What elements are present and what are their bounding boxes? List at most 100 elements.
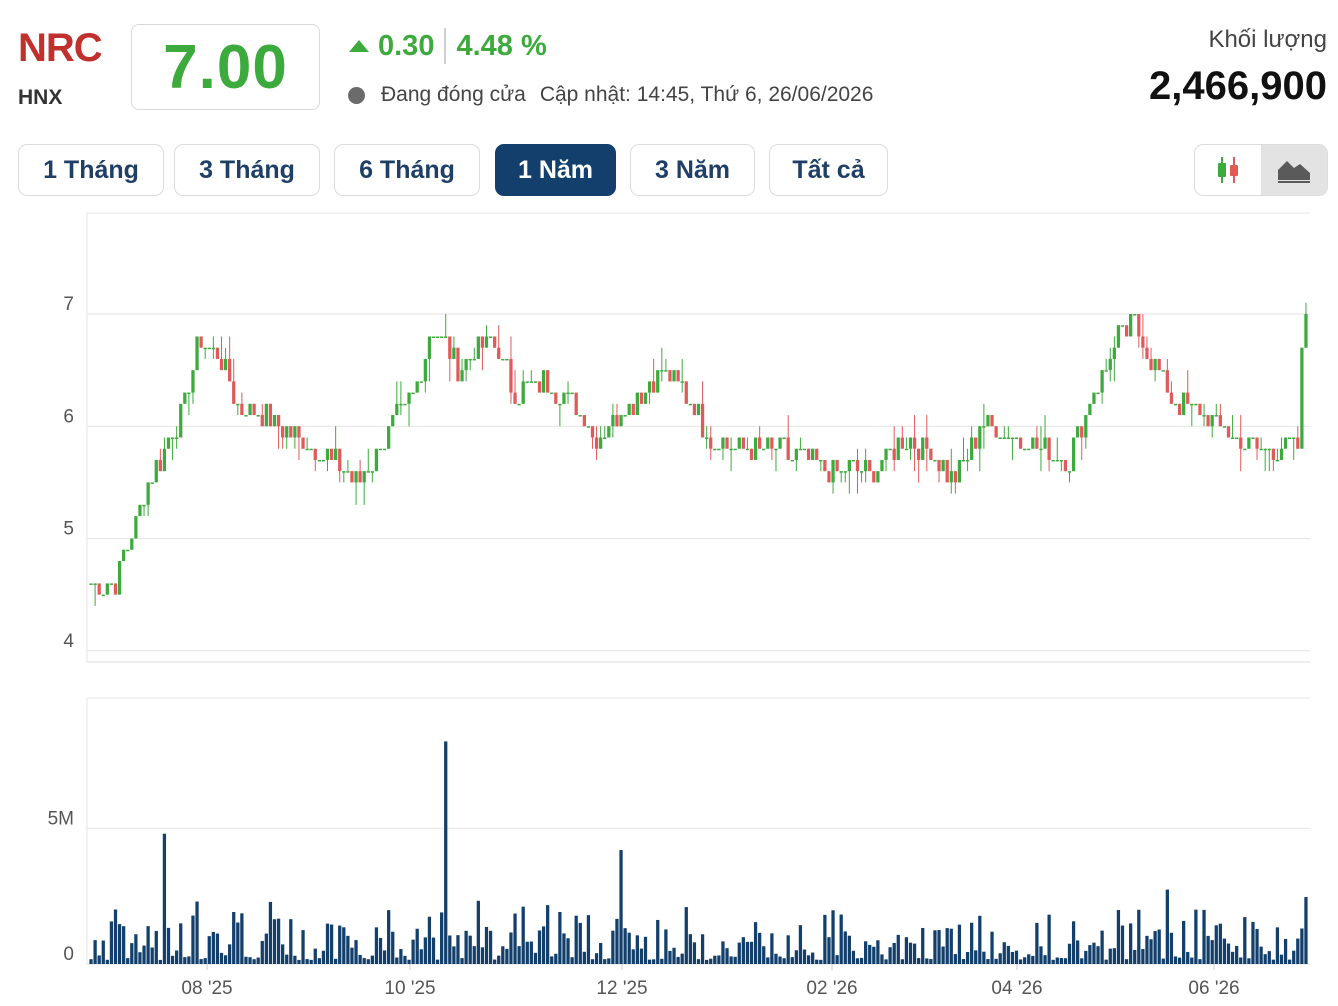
- candle-body: [758, 437, 762, 449]
- candle-body: [1288, 437, 1292, 439]
- volume-bar: [350, 947, 354, 964]
- tab-6-months[interactable]: 6 Tháng: [334, 144, 480, 196]
- candle-body: [957, 459, 962, 483]
- volume-bar: [957, 924, 962, 964]
- area-chart-icon: [1278, 161, 1310, 183]
- volume-bar: [965, 952, 970, 964]
- volume-bar: [395, 957, 399, 964]
- volume-bar: [835, 955, 839, 964]
- volume-bar: [774, 953, 778, 964]
- volume-bar: [1080, 958, 1084, 964]
- volume-bar: [537, 930, 542, 964]
- volume-bar: [790, 957, 794, 964]
- time-tick-label: 04 '26: [991, 978, 1042, 999]
- tab-1-year[interactable]: 1 Năm: [495, 144, 616, 196]
- candle-body: [358, 471, 362, 483]
- volume-bar: [1267, 951, 1271, 964]
- volume-bar: [260, 940, 264, 964]
- volume-bar: [652, 959, 656, 964]
- volume-bar: [444, 741, 448, 964]
- candle-body: [1283, 437, 1288, 449]
- volume-bar: [440, 912, 444, 964]
- volume-bar: [1255, 928, 1259, 964]
- candle-body: [472, 358, 476, 361]
- volume-bar: [89, 959, 93, 964]
- volume-bar: [594, 953, 599, 964]
- candle-body: [1051, 459, 1055, 462]
- candle-body: [1259, 448, 1263, 451]
- candle-body: [819, 459, 823, 462]
- market-status: Đang đóng cửa: [381, 83, 526, 106]
- volume-bar: [550, 956, 554, 964]
- volume-bar: [819, 959, 823, 964]
- volume-bar: [1092, 942, 1096, 964]
- candle-body: [211, 347, 215, 350]
- candle-body: [1035, 437, 1039, 449]
- volume-bar: [599, 943, 603, 964]
- volume-bar: [130, 943, 134, 964]
- candlestick-toggle[interactable]: [1195, 145, 1261, 195]
- volume-bar: [656, 919, 660, 964]
- volume-bar: [244, 956, 248, 964]
- candle-body: [953, 471, 957, 483]
- volume-bar: [407, 959, 411, 964]
- volume-bar: [904, 937, 909, 964]
- candle-body: [766, 437, 770, 449]
- candle-body: [305, 448, 309, 451]
- volume-bar: [301, 930, 305, 964]
- volume-bar: [864, 941, 868, 964]
- volume-bar: [138, 952, 142, 964]
- volume-bar: [101, 940, 105, 964]
- candle-body: [705, 437, 709, 439]
- candle-body: [321, 459, 326, 462]
- volume-bar: [1275, 927, 1280, 964]
- volume-bar: [248, 957, 252, 964]
- volume-bar: [933, 930, 937, 964]
- candle-body: [1206, 415, 1210, 427]
- candle-body: [582, 415, 586, 427]
- candle-body: [847, 459, 851, 472]
- candle-body: [1149, 358, 1153, 371]
- volume-bar: [456, 935, 460, 964]
- volume-bar: [256, 957, 260, 964]
- candle-body: [929, 448, 933, 460]
- candle-body: [1145, 347, 1149, 359]
- candle-body: [794, 448, 798, 460]
- volume-bar: [191, 915, 195, 964]
- volume-bar: [325, 923, 330, 964]
- volume-bar: [272, 919, 277, 964]
- candle-body: [419, 381, 423, 383]
- volume-bar: [215, 933, 220, 964]
- tab-3-years[interactable]: 3 Năm: [630, 144, 755, 196]
- candle-body: [574, 392, 578, 416]
- candle-body: [276, 415, 281, 427]
- volume-bar: [276, 918, 281, 964]
- candle-body: [423, 358, 427, 382]
- volume-bar: [1271, 959, 1275, 964]
- volume-bar: [733, 956, 737, 964]
- tab-all[interactable]: Tất cả: [769, 144, 888, 196]
- volume-bar: [1194, 909, 1198, 964]
- volume-bar: [1116, 910, 1121, 964]
- candle-body: [656, 370, 660, 393]
- tab-1-month[interactable]: 1 Tháng: [18, 144, 164, 196]
- volume-bar: [688, 934, 692, 964]
- candle-body: [643, 392, 648, 404]
- candle-body: [440, 336, 444, 338]
- volume-value: 2,466,900: [1149, 64, 1327, 108]
- candle-body: [154, 459, 158, 483]
- volume-bar: [1076, 940, 1080, 964]
- candle-body: [1210, 415, 1214, 427]
- candle-body: [101, 594, 105, 597]
- price-tick-label: 7: [63, 294, 74, 315]
- candle-body: [1169, 392, 1174, 404]
- candle-body: [1141, 336, 1145, 348]
- candle-body: [550, 392, 554, 395]
- volume-bar: [855, 958, 860, 964]
- volume-bar: [346, 935, 350, 964]
- volume-bar: [827, 937, 831, 964]
- candle-body: [749, 448, 754, 460]
- tab-3-months[interactable]: 3 Tháng: [174, 144, 320, 196]
- area-chart-toggle[interactable]: [1261, 145, 1327, 195]
- volume-bar: [974, 950, 978, 964]
